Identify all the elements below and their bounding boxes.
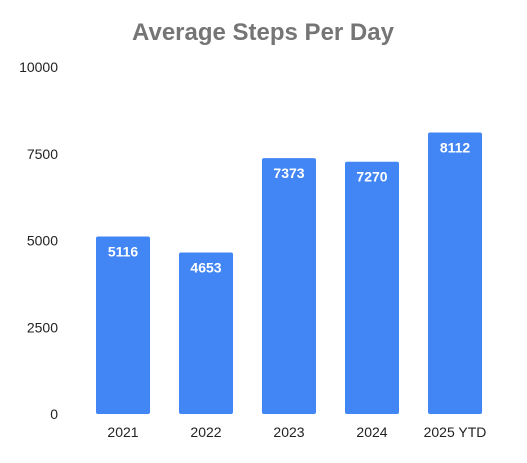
bar xyxy=(179,252,233,414)
chart-title: Average Steps Per Day xyxy=(132,19,395,46)
bar xyxy=(428,132,482,414)
bar-data-label: 4653 xyxy=(190,260,221,276)
x-axis: 2021 2022 2023 2024 2025 YTD xyxy=(107,424,486,440)
x-tick-label: 2024 xyxy=(356,424,387,440)
y-tick-label: 10000 xyxy=(19,59,58,75)
y-tick-label: 5000 xyxy=(27,233,58,249)
bar xyxy=(345,161,399,414)
y-tick-label: 2500 xyxy=(27,319,58,335)
y-tick-label: 0 xyxy=(50,406,58,422)
x-tick-label: 2022 xyxy=(190,424,221,440)
bar-data-labels: 5116 4653 7373 7270 8112 xyxy=(108,140,471,276)
x-tick-label: 2023 xyxy=(273,424,304,440)
x-tick-label: 2021 xyxy=(107,424,138,440)
bar xyxy=(262,158,316,414)
bar-data-label: 8112 xyxy=(440,140,471,156)
bar-data-label: 7373 xyxy=(273,165,304,181)
x-tick-label: 2025 YTD xyxy=(424,424,487,440)
y-tick-label: 7500 xyxy=(27,146,58,162)
bar xyxy=(96,236,150,414)
bars xyxy=(96,132,482,414)
y-axis: 0 2500 5000 7500 10000 xyxy=(19,59,58,422)
bar-data-label: 5116 xyxy=(108,243,139,259)
bar-data-label: 7270 xyxy=(356,169,387,185)
